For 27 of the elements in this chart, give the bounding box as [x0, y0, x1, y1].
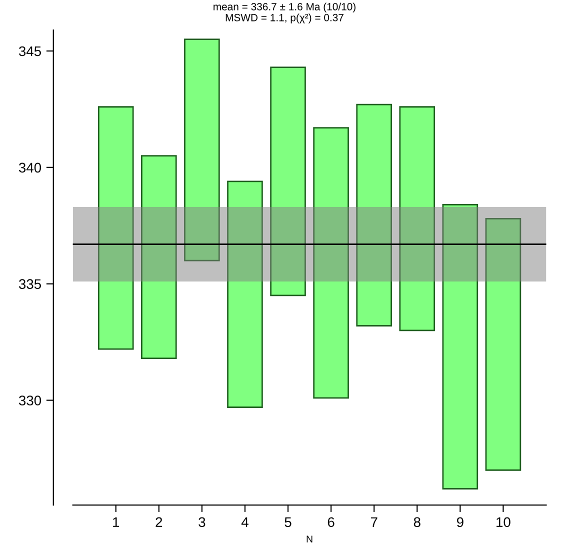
x-tick-label: 9: [456, 517, 464, 528]
chart-title: mean = 336.7 ± 1.6 Ma (10/10): [214, 2, 356, 12]
bar: [399, 106, 436, 332]
chart-subtitle: MSWD = 1.1, p(χ²) = 0.37: [226, 14, 344, 24]
x-tick-label: 2: [156, 517, 162, 527]
x-tick-label: 5: [284, 517, 292, 528]
x-tick-label: 8: [414, 517, 420, 528]
bar: [356, 104, 392, 326]
x-tick-label: 3: [198, 517, 206, 528]
x-tick-label: 10: [496, 517, 510, 528]
y-tick-label: 330: [18, 396, 42, 406]
x-tick-label: 6: [328, 517, 334, 528]
x-tick-label: 1: [113, 517, 120, 527]
bar: [270, 66, 306, 296]
bar: [98, 106, 134, 350]
bar: [313, 127, 349, 399]
bar: [184, 38, 220, 262]
y-tick-label: 335: [18, 279, 41, 290]
x-tick-label: 4: [241, 517, 248, 527]
y-tick-label: 340: [18, 162, 42, 173]
x-tick-label: 7: [370, 517, 378, 527]
bar: [485, 218, 522, 471]
bar: [227, 180, 263, 408]
y-tick-label: 345: [18, 46, 41, 56]
x-axis-title: N: [306, 536, 312, 542]
bar: [140, 155, 177, 360]
bar: [442, 204, 478, 490]
